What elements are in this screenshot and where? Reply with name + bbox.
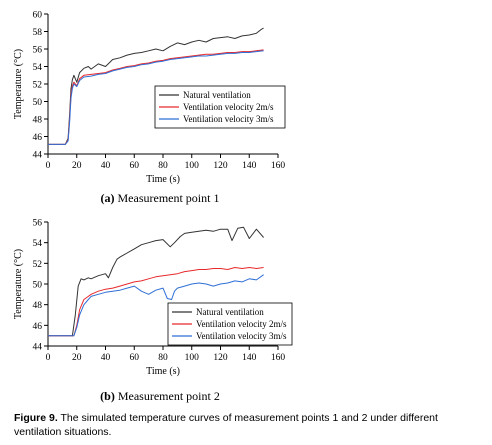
chart-b-x-tick-label: 0 bbox=[46, 353, 51, 363]
chart-b-caption: (b) Measurement point 2 bbox=[0, 389, 320, 404]
chart-a-series-line-2 bbox=[48, 50, 264, 145]
chart-a-caption-letter: (a) bbox=[100, 191, 115, 205]
chart-a-x-label: Time (s) bbox=[146, 174, 180, 185]
chart-b-y-tick-label: 46 bbox=[33, 322, 43, 332]
chart-a-x-tick-label: 60 bbox=[130, 161, 140, 171]
chart-b-y-tick-label: 50 bbox=[33, 281, 43, 291]
chart-a-y-tick-label: 56 bbox=[33, 46, 43, 56]
chart-a-x-tick-label: 20 bbox=[72, 161, 82, 171]
chart-b-x-tick-label: 120 bbox=[213, 353, 228, 363]
chart-a-y-tick-label: 44 bbox=[33, 151, 43, 161]
figure-label: Figure 9. bbox=[14, 412, 58, 424]
chart-b-series-line-2 bbox=[48, 274, 264, 337]
chart-b-y-tick-label: 52 bbox=[33, 260, 43, 270]
chart-a-x-tick-label: 120 bbox=[213, 161, 228, 171]
chart-a-y-tick-label: 46 bbox=[33, 133, 43, 143]
chart-b-series-line-0 bbox=[48, 226, 264, 337]
figure-caption-text: The simulated temperature curves of meas… bbox=[14, 412, 438, 438]
chart-b-x-tick-label: 100 bbox=[185, 353, 200, 363]
chart-panel-b: 0 20 40 60 80 100 120 140 160 44 46 48 50 52 54 56 Time … bbox=[0, 212, 492, 402]
chart-a-series-line-1 bbox=[48, 49, 264, 145]
chart-b-legend-label: Ventilation velocity 2m/s bbox=[196, 319, 287, 329]
chart-b-y-tick-label: 54 bbox=[33, 239, 43, 249]
chart-a-x-tick-label: 140 bbox=[242, 161, 257, 171]
chart-a-legend: Natural ventilation Ventilation velocity … bbox=[154, 85, 286, 129]
chart-b-y-tick-label: 56 bbox=[33, 219, 43, 229]
chart-b-x-tick-label: 140 bbox=[242, 353, 257, 363]
chart-b-y-tick-label: 48 bbox=[33, 301, 43, 311]
chart-b-legend: Natural ventilation Ventilation velocity … bbox=[167, 302, 293, 346]
chart-b-x-tick-label: 20 bbox=[72, 353, 82, 363]
chart-b-y-tick-label: 44 bbox=[33, 343, 43, 353]
chart-a-x-tick-label: 80 bbox=[158, 161, 168, 171]
chart-b-legend-label: Natural ventilation bbox=[196, 307, 264, 317]
chart-a-legend-label: Ventilation velocity 2m/s bbox=[183, 102, 274, 112]
chart-a: 0 20 40 60 80 100 120 140 160 44 46 48 50 52 54 56 58 60 T… bbox=[13, 11, 286, 185]
chart-a-y-label: Temperature (°C) bbox=[13, 49, 24, 119]
chart-b-caption-letter: (b) bbox=[100, 389, 115, 403]
chart-a-caption-text: Measurement point 1 bbox=[117, 191, 220, 205]
chart-a-x-tick-label: 40 bbox=[101, 161, 111, 171]
chart-a-legend-label: Ventilation velocity 3m/s bbox=[183, 114, 274, 124]
chart-a-y-tick-label: 50 bbox=[33, 98, 43, 108]
chart-b-legend-label: Ventilation velocity 3m/s bbox=[196, 331, 287, 341]
chart-a-x-tick-label: 0 bbox=[46, 161, 51, 171]
chart-a-x-tick-label: 100 bbox=[185, 161, 200, 171]
chart-b-caption-text: Measurement point 2 bbox=[117, 389, 220, 403]
chart-b-x-tick-label: 160 bbox=[271, 353, 286, 363]
chart-a-y-tick-label: 54 bbox=[33, 63, 43, 73]
chart-b-y-label: Temperature (°C) bbox=[13, 249, 24, 319]
chart-a-caption: (a) Measurement point 1 bbox=[0, 191, 320, 206]
chart-b-x-tick-label: 80 bbox=[158, 353, 168, 363]
chart-b-x-tick-label: 40 bbox=[101, 353, 111, 363]
chart-a-series-line-0 bbox=[48, 27, 264, 145]
chart-a-y-tick-label: 52 bbox=[33, 81, 43, 91]
chart-b-x-label: Time (s) bbox=[146, 366, 180, 377]
chart-b-series-line-1 bbox=[48, 267, 264, 337]
chart-a-y-tick-label: 58 bbox=[33, 28, 43, 38]
chart-a-y-tick-label: 48 bbox=[33, 116, 43, 126]
chart-panel-a: 0 20 40 60 80 100 120 140 160 44 46 48 50 52 54 56 58 60 T… bbox=[0, 0, 492, 210]
chart-a-y-tick-label: 60 bbox=[33, 11, 43, 21]
chart-b: 0 20 40 60 80 100 120 140 160 44 46 48 50 52 54 56 Time … bbox=[13, 219, 293, 377]
chart-b-x-tick-label: 60 bbox=[130, 353, 140, 363]
chart-a-legend-label: Natural ventilation bbox=[183, 90, 251, 100]
chart-a-x-tick-label: 160 bbox=[271, 161, 286, 171]
figure-caption: Figure 9. The simulated temperature curv… bbox=[14, 411, 484, 439]
